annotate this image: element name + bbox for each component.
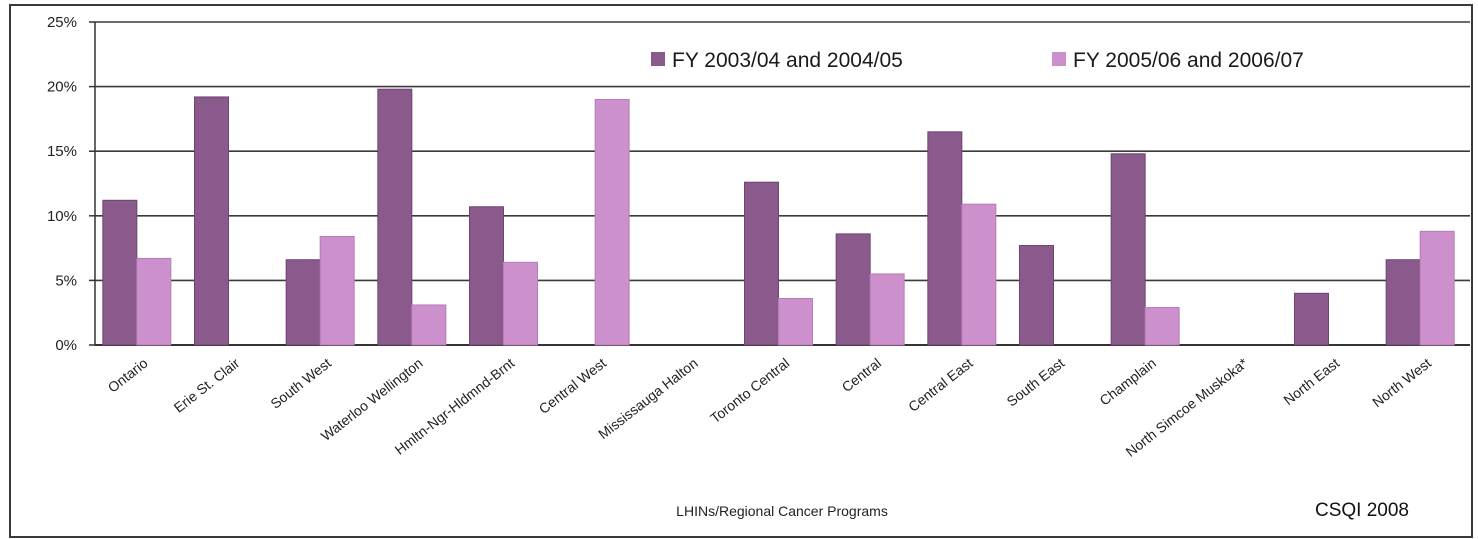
x-tick-layer: Ontario Erie St. Clair South WestWaterloo … (105, 354, 1434, 459)
bar-fy0506-0607-8 (869, 273, 905, 346)
bar-fy0506-0607-11 (1144, 307, 1180, 346)
y-tick-label: 5% (55, 272, 77, 289)
bar-fy0506-0607-5 (594, 99, 630, 346)
x-tick-label: South West (267, 355, 334, 412)
x-axis-title: LHINs/Regional Cancer Programs (676, 503, 888, 519)
x-tick-label: Mississauga Halton (595, 355, 701, 442)
y-tick-label: 10% (47, 208, 77, 225)
y-tick-label: 0% (55, 337, 77, 354)
legend-label-series-1: FY 2003/04 and 2004/05 (672, 49, 903, 72)
bar-fy0304-0405-2 (285, 259, 321, 346)
bar-fy0506-0607-7 (778, 297, 813, 346)
bar-fy0304-0405-9 (927, 131, 963, 346)
x-tick-label: Erie St. Clair (171, 355, 243, 416)
bar-fy0304-0405-3 (377, 88, 413, 346)
frame-border (9, 4, 1473, 538)
bar-fy0304-0405-0 (102, 199, 138, 346)
bar-fy0304-0405-1 (194, 96, 229, 346)
x-tick-label: Central (839, 355, 884, 395)
bar-fy0304-0405-4 (469, 206, 504, 346)
bar-fy0304-0405-10 (1019, 245, 1054, 346)
bar-fy0304-0405-14 (1385, 259, 1421, 346)
x-tick-label: Central East (905, 355, 976, 415)
legend-label-series-2: FY 2005/06 and 2006/07 (1073, 49, 1304, 72)
source-note: CSQI 2008 (1315, 500, 1409, 521)
y-tick-layer: 0% 5% 10% 15% 20% 25% (47, 14, 77, 354)
bar-fy0304-0405-11 (1110, 153, 1146, 346)
x-tick-label: North West (1369, 355, 1434, 411)
legend-swatch-series-2 (1052, 52, 1066, 66)
bar-fy0304-0405-7 (744, 181, 779, 346)
bar-fy0506-0607-2 (319, 235, 355, 346)
bar-fy0506-0607-3 (411, 304, 447, 346)
y-tick-label: 25% (47, 14, 77, 31)
bar-fy0506-0607-14 (1419, 230, 1455, 346)
x-tick-label: Central West (536, 355, 609, 417)
y-tick-label: 15% (47, 143, 77, 160)
x-tick-label: North East (1280, 355, 1342, 408)
bar-fy0506-0607-9 (961, 203, 997, 346)
bar-fy0304-0405-13 (1294, 292, 1329, 346)
x-tick-label: Ontario (105, 355, 151, 396)
legend: FY 2003/04 and 2004/05 FY 2005/06 and 20… (651, 49, 1304, 72)
bar-fy0506-0607-0 (136, 257, 172, 346)
y-tick-label: 20% (47, 79, 77, 96)
legend-swatch-series-1 (651, 52, 665, 66)
bar-fy0304-0405-8 (835, 233, 871, 346)
x-tick-label: Champlain (1096, 355, 1159, 409)
bar-fy0506-0607-4 (503, 261, 538, 346)
x-tick-label: South East (1004, 355, 1068, 410)
x-tick-label: Toronto Central (707, 355, 792, 427)
bar-layer (102, 88, 1455, 346)
